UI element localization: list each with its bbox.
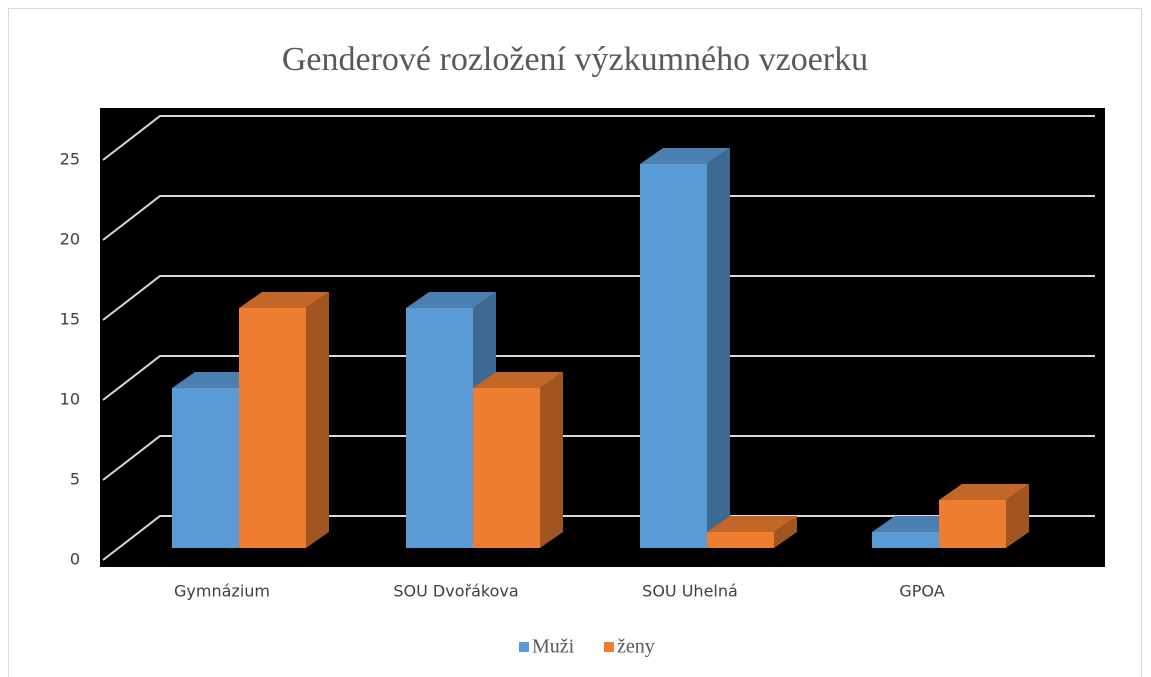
- bar: [406, 308, 473, 548]
- legend-label: ženy: [617, 636, 655, 658]
- grid-line: [102, 195, 1095, 241]
- bar: [872, 532, 939, 548]
- bar: [707, 532, 774, 548]
- x-tick-label: SOU Uhelná: [642, 582, 738, 601]
- x-tick-label: SOU Dvořákova: [393, 582, 518, 601]
- grid-line: [102, 355, 1095, 401]
- grid-line: [102, 115, 1095, 161]
- y-tick-label: 25: [60, 150, 80, 169]
- chart-title: Genderové rozložení výzkumného vzoerku: [282, 41, 868, 78]
- legend-swatch: [519, 642, 529, 652]
- bar-top: [473, 372, 563, 388]
- bar: [172, 388, 239, 548]
- x-tick-label: GPOA: [899, 582, 944, 601]
- x-tick-label: Gymnázium: [174, 582, 270, 601]
- y-tick-label: 5: [70, 470, 80, 489]
- y-tick-label: 20: [60, 230, 80, 249]
- y-tick-label: 15: [60, 310, 80, 329]
- bar-top: [939, 484, 1029, 500]
- bar-side: [306, 292, 329, 548]
- y-tick-label: 10: [60, 390, 80, 409]
- bar-side: [707, 148, 730, 548]
- bar-side: [1006, 484, 1029, 548]
- bar-top: [239, 292, 329, 308]
- bar-top: [406, 292, 496, 308]
- bar-top: [707, 516, 797, 532]
- bar: [939, 500, 1006, 548]
- bar-side: [540, 372, 563, 548]
- legend-swatch: [604, 642, 614, 652]
- grid-line: [102, 435, 1095, 481]
- bar: [473, 388, 540, 548]
- y-tick-label: 0: [70, 550, 80, 569]
- grid-line: [102, 275, 1095, 321]
- bar: [239, 308, 306, 548]
- legend-label: Muži: [532, 636, 575, 658]
- bar-top: [640, 148, 730, 164]
- bar-side: [774, 516, 797, 548]
- bar: [640, 164, 707, 548]
